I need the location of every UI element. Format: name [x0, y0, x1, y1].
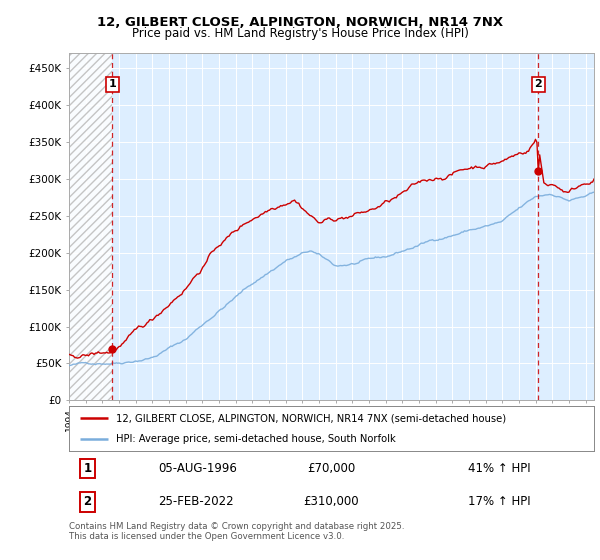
Text: Price paid vs. HM Land Registry's House Price Index (HPI): Price paid vs. HM Land Registry's House … [131, 27, 469, 40]
Text: £310,000: £310,000 [304, 496, 359, 508]
Text: 41% ↑ HPI: 41% ↑ HPI [468, 462, 530, 475]
Text: 17% ↑ HPI: 17% ↑ HPI [468, 496, 530, 508]
Text: 05-AUG-1996: 05-AUG-1996 [158, 462, 237, 475]
Text: 12, GILBERT CLOSE, ALPINGTON, NORWICH, NR14 7NX: 12, GILBERT CLOSE, ALPINGTON, NORWICH, N… [97, 16, 503, 29]
Text: HPI: Average price, semi-detached house, South Norfolk: HPI: Average price, semi-detached house,… [116, 433, 396, 444]
Text: 1: 1 [109, 80, 116, 90]
Text: 2: 2 [534, 80, 542, 90]
Text: Contains HM Land Registry data © Crown copyright and database right 2025.
This d: Contains HM Land Registry data © Crown c… [69, 522, 404, 542]
Text: 12, GILBERT CLOSE, ALPINGTON, NORWICH, NR14 7NX (semi-detached house): 12, GILBERT CLOSE, ALPINGTON, NORWICH, N… [116, 413, 506, 423]
Text: 2: 2 [83, 496, 91, 508]
Text: 25-FEB-2022: 25-FEB-2022 [158, 496, 234, 508]
Text: £70,000: £70,000 [307, 462, 356, 475]
Text: 1: 1 [83, 462, 91, 475]
